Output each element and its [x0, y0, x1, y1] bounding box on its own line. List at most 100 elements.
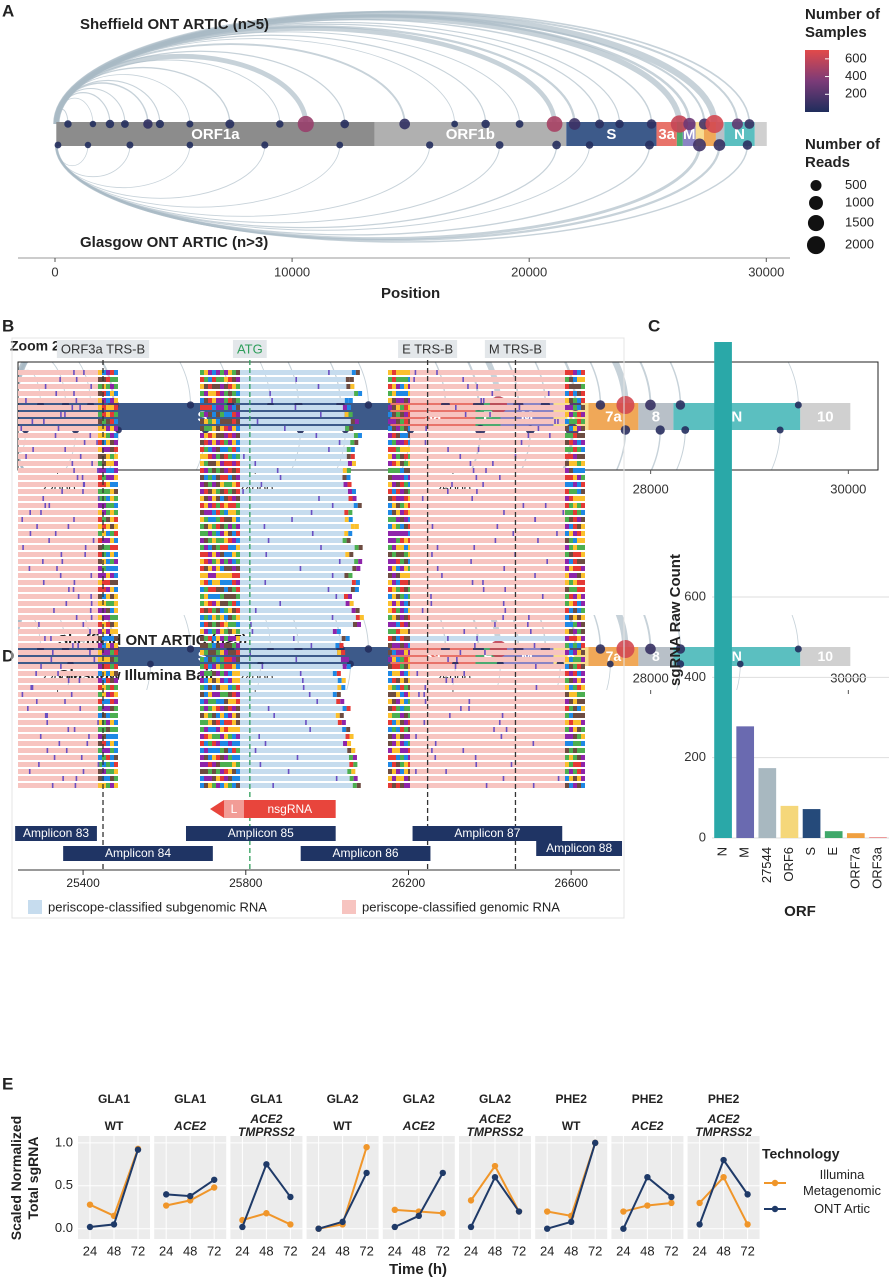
base-mismatch — [208, 748, 212, 753]
base-mismatch — [400, 426, 404, 431]
insertion — [73, 517, 75, 522]
base-mismatch — [569, 713, 573, 718]
base-mismatch — [348, 531, 353, 536]
base-mismatch — [350, 384, 355, 389]
base-mismatch — [349, 734, 354, 739]
base-mismatch — [232, 419, 236, 424]
base-mismatch — [577, 692, 581, 697]
base-mismatch — [224, 412, 228, 417]
base-mismatch — [114, 503, 118, 508]
base-mismatch — [114, 489, 118, 494]
base-mismatch — [332, 671, 337, 676]
base-mismatch — [577, 496, 581, 501]
base-mismatch — [351, 748, 356, 753]
base-mismatch — [404, 510, 408, 515]
insertion — [259, 762, 262, 767]
base-mismatch — [98, 426, 102, 431]
junction-arc — [55, 144, 501, 224]
base-mismatch — [232, 384, 236, 389]
base-mismatch — [396, 643, 400, 648]
base-mismatch — [200, 552, 204, 557]
read — [18, 398, 98, 403]
base-mismatch — [224, 545, 228, 550]
base-mismatch — [106, 426, 110, 431]
read — [410, 727, 565, 732]
insertion — [485, 783, 488, 788]
base-mismatch — [345, 377, 350, 382]
base-mismatch — [581, 720, 585, 725]
insertion — [317, 384, 320, 389]
base-mismatch — [110, 440, 114, 445]
base-mismatch — [114, 370, 118, 375]
base-mismatch — [228, 552, 232, 557]
junction-point — [84, 141, 92, 149]
insertion — [476, 636, 478, 641]
base-mismatch — [98, 734, 102, 739]
amplicon — [300, 846, 431, 861]
insertion — [72, 587, 75, 592]
facet-strip: WT — [333, 1118, 352, 1133]
amplicon — [63, 846, 213, 861]
series-point — [720, 1174, 727, 1181]
base-mismatch — [110, 699, 114, 704]
read — [240, 720, 338, 725]
base-mismatch — [573, 587, 577, 592]
base-mismatch — [220, 643, 224, 648]
insertion — [425, 426, 427, 431]
base-mismatch — [204, 377, 208, 382]
x-tick-label: 26200 — [392, 876, 426, 890]
facet-strip: PHE2 — [632, 1092, 664, 1106]
series-point — [263, 1161, 270, 1168]
base-mismatch — [388, 706, 392, 711]
base-mismatch — [114, 727, 118, 732]
gene-label: 6 — [567, 648, 575, 664]
legend-key — [771, 1179, 779, 1187]
insertion — [29, 510, 31, 515]
base-mismatch — [236, 601, 240, 606]
series-point — [211, 1184, 218, 1191]
base-mismatch — [220, 510, 224, 515]
base-mismatch — [102, 650, 106, 655]
base-mismatch — [208, 377, 212, 382]
base-mismatch — [110, 727, 114, 732]
base-mismatch — [200, 545, 204, 550]
base-mismatch — [232, 468, 236, 473]
base-mismatch — [208, 573, 212, 578]
x-tick-label: 30000 — [830, 670, 866, 685]
series-point — [644, 1202, 651, 1209]
base-mismatch — [98, 559, 102, 564]
base-mismatch — [106, 664, 110, 669]
base-mismatch — [573, 601, 577, 606]
insertion — [463, 671, 465, 676]
insertion — [535, 685, 538, 690]
junction-arc — [55, 144, 749, 243]
base-mismatch — [569, 734, 573, 739]
base-mismatch — [573, 552, 577, 557]
legend-title: Technology — [762, 1146, 840, 1162]
base-mismatch — [392, 769, 396, 774]
base-mismatch — [220, 405, 224, 410]
base-mismatch — [352, 622, 357, 627]
base-mismatch — [224, 664, 228, 669]
base-mismatch — [392, 678, 396, 683]
base-mismatch — [228, 447, 232, 452]
base-mismatch — [392, 643, 396, 648]
base-mismatch — [392, 685, 396, 690]
base-mismatch — [212, 468, 216, 473]
base-mismatch — [102, 559, 106, 564]
x-tick-label: 48 — [412, 1243, 426, 1258]
read — [410, 776, 565, 781]
base-mismatch — [392, 454, 396, 459]
insertion — [434, 741, 437, 746]
base-mismatch — [220, 650, 224, 655]
base-mismatch — [208, 496, 212, 501]
base-mismatch — [400, 489, 404, 494]
series-point — [391, 1223, 398, 1231]
base-mismatch — [565, 405, 569, 410]
read — [18, 713, 98, 718]
base-mismatch — [400, 727, 404, 732]
base-mismatch — [347, 741, 352, 746]
base-mismatch — [232, 629, 236, 634]
base-mismatch — [569, 741, 573, 746]
insertion — [416, 671, 419, 676]
